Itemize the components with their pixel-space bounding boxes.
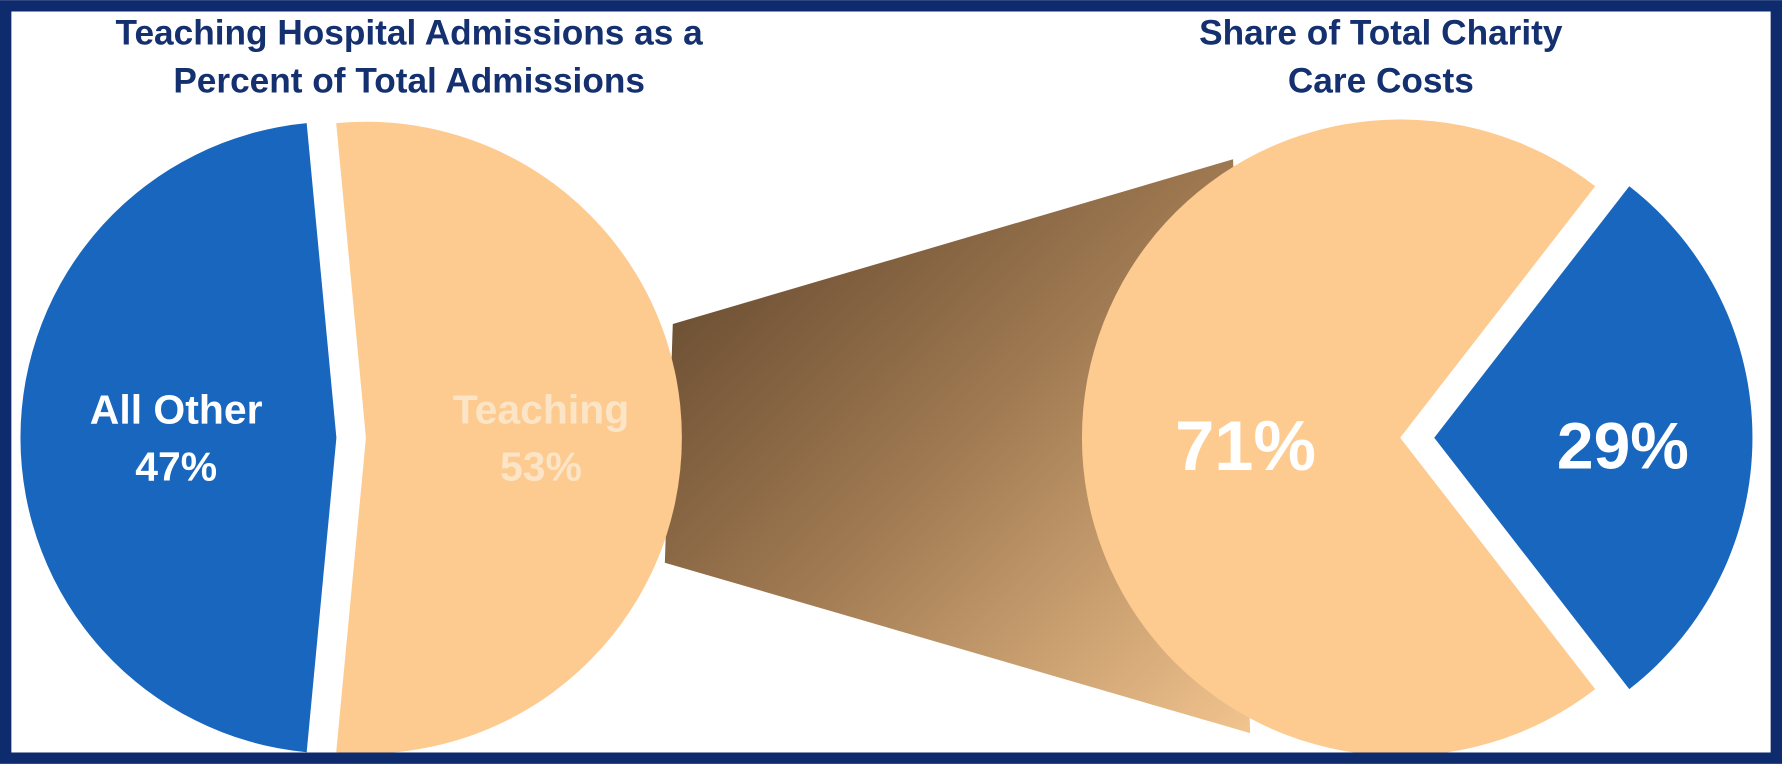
pie-slice	[1081, 119, 1596, 756]
pie-slice	[20, 123, 337, 753]
value-label: 71%	[1175, 406, 1316, 485]
pie-slice	[1434, 186, 1753, 690]
pies: All Other 47% Teaching 53% Teaching Hospital…	[20, 14, 1753, 756]
connector	[664, 159, 1251, 734]
value-label: 29%	[1557, 409, 1689, 483]
chart-title: Percent of Total Admissions	[173, 61, 645, 100]
chart-title: Teaching Hospital Admissions as a	[116, 14, 704, 53]
chart-title: Share of Total Charity	[1199, 14, 1563, 53]
value-label: 47%	[135, 443, 217, 489]
value-label: 53%	[500, 443, 582, 489]
slice-label: Teaching	[453, 386, 630, 432]
chart-title: Care Costs	[1288, 61, 1474, 100]
slice-label: All Other	[90, 386, 263, 432]
pie-slice	[336, 121, 682, 754]
